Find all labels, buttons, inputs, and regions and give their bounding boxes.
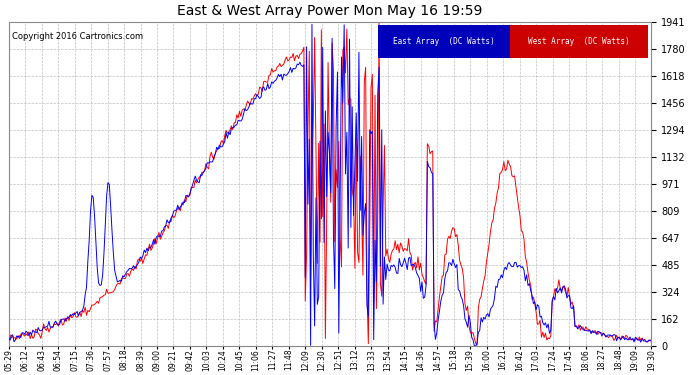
Text: Copyright 2016 Cartronics.com: Copyright 2016 Cartronics.com <box>12 32 143 41</box>
Text: West Array  (DC Watts): West Array (DC Watts) <box>529 37 630 46</box>
Title: East & West Array Power Mon May 16 19:59: East & West Array Power Mon May 16 19:59 <box>177 4 483 18</box>
FancyBboxPatch shape <box>510 26 649 58</box>
FancyBboxPatch shape <box>378 26 510 58</box>
Text: East Array  (DC Watts): East Array (DC Watts) <box>393 37 495 46</box>
